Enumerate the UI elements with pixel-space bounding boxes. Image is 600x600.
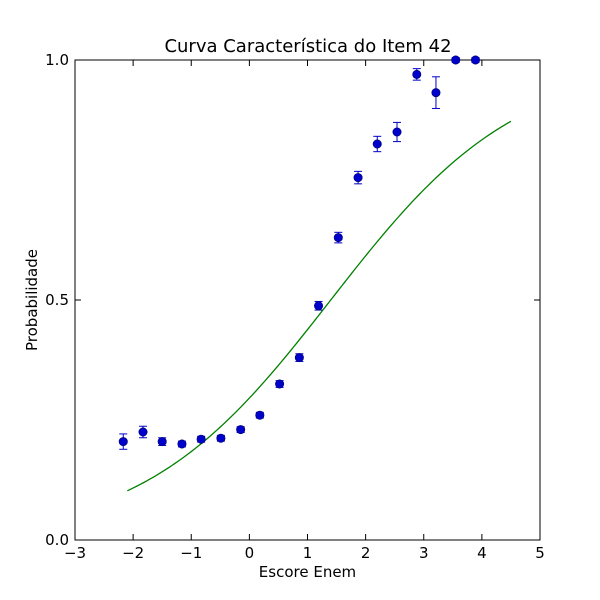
data-point	[177, 439, 187, 449]
fitted-logistic-curve	[127, 120, 512, 492]
data-point	[392, 121, 402, 143]
data-point	[275, 379, 285, 389]
point-marker	[412, 69, 422, 79]
x-tick-label: 5	[535, 544, 545, 562]
point-marker	[353, 173, 363, 183]
point-marker	[275, 379, 285, 389]
y-axis-title: Probabilidade	[23, 249, 41, 351]
point-marker	[216, 433, 226, 443]
data-point	[138, 425, 148, 439]
x-tick-label: −2	[122, 544, 144, 562]
data-point	[353, 170, 363, 185]
point-marker	[236, 425, 246, 435]
data-point	[294, 353, 304, 363]
data-points-layer	[118, 55, 480, 450]
chart-title: Curva Característica do Item 42	[164, 36, 451, 57]
data-point	[314, 300, 324, 311]
axis-ticks-layer: −3 −2 −1 0 1 2 3 4 5 0.0 0.5 1.0	[45, 51, 545, 562]
plot-frame	[74, 59, 541, 541]
y-tick-label: 0.0	[45, 531, 69, 549]
point-marker	[470, 55, 480, 65]
data-point	[372, 135, 382, 153]
x-tick-label: 4	[477, 544, 487, 562]
point-marker	[118, 437, 128, 447]
point-marker	[451, 55, 461, 65]
point-marker	[372, 139, 382, 149]
point-marker	[138, 427, 148, 437]
y-tick-label: 1.0	[45, 51, 69, 69]
y-tick-label: 0.5	[45, 291, 69, 309]
point-marker	[196, 434, 206, 444]
point-marker	[431, 88, 441, 98]
x-tick-label: 3	[419, 544, 429, 562]
data-point	[431, 76, 441, 109]
x-tick-label: −3	[64, 544, 86, 562]
data-point	[236, 425, 246, 435]
data-point	[118, 433, 128, 450]
x-tick-label: 2	[361, 544, 371, 562]
point-marker	[255, 410, 265, 420]
point-marker	[314, 301, 324, 311]
data-point	[216, 433, 226, 443]
data-point	[412, 68, 422, 81]
x-tick-label: 1	[303, 544, 313, 562]
data-point	[196, 434, 206, 444]
point-marker	[177, 439, 187, 449]
point-marker	[392, 127, 402, 137]
point-marker	[294, 353, 304, 363]
x-tick-label: −1	[180, 544, 202, 562]
point-marker	[333, 233, 343, 243]
point-marker	[157, 437, 167, 447]
x-tick-label: 0	[245, 544, 255, 562]
data-point	[470, 55, 480, 65]
data-point	[333, 231, 343, 244]
data-point	[157, 437, 167, 447]
x-axis-title: Escore Enem	[259, 563, 356, 581]
fitted-curve-layer	[127, 120, 512, 492]
data-point	[255, 410, 265, 420]
data-point	[451, 55, 461, 65]
